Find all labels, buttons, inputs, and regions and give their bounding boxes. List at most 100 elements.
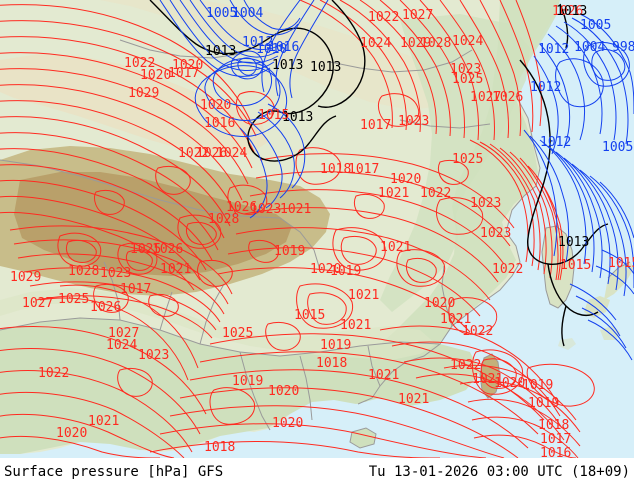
footer-product-label: Surface pressure [hPa] GFS	[4, 464, 224, 480]
isobar-label: 1020	[390, 172, 421, 187]
isobar-label: 1021	[440, 312, 471, 327]
isobar-label: 1023	[138, 348, 169, 363]
isobar-label: 1020	[172, 58, 203, 73]
isobar-label: 1022	[124, 56, 155, 71]
isobar-label: 1017	[540, 432, 571, 447]
isobar-label: 1025	[452, 152, 483, 167]
isobar-label: 1021	[368, 368, 399, 383]
isobar-label: 1029	[128, 86, 159, 101]
isobar-label: 1026	[552, 4, 583, 19]
isobar-label: 1028	[208, 212, 239, 227]
isobar-label: 1022	[450, 358, 481, 373]
isobar-label: 1022	[368, 10, 399, 25]
isobar-label: 1020	[268, 384, 299, 399]
isobar-label: 1019	[320, 338, 351, 353]
isobar-label: 1021	[380, 240, 411, 255]
isobar-label: 1004	[574, 40, 605, 55]
isobar-label: 1020	[140, 68, 171, 83]
isobar-label: 1023	[470, 196, 501, 211]
isobar-label: 1020	[200, 98, 231, 113]
isobar-label: 1015	[258, 108, 289, 123]
isobar-label: 1019	[528, 396, 559, 411]
isobar-label: 1026	[492, 90, 523, 105]
isobar-label: 1019	[522, 378, 553, 393]
isobar-label: 1013	[558, 235, 589, 250]
isobar-label: 1025	[452, 72, 483, 87]
isobar-label: 1015	[294, 308, 325, 323]
isobar-label: 1016	[268, 40, 299, 55]
isobar-label: 1005	[602, 140, 633, 155]
isobar-label: 1018	[204, 440, 235, 455]
isobar-label: 1017	[168, 66, 199, 81]
isobar-label: 1026	[196, 146, 227, 161]
isobar-label: 998	[612, 40, 634, 55]
isobar-label: 1027	[470, 90, 501, 105]
isobar-label: 1005	[206, 6, 237, 21]
isobar-label: 1025	[130, 242, 161, 257]
isobar-label: 1021	[398, 392, 429, 407]
isobar-label: 1022	[492, 262, 523, 277]
isobar-label: 1026	[152, 242, 183, 257]
isobar-label: 1013	[272, 58, 303, 73]
isobar-label: 1028	[68, 264, 99, 279]
isobar-label: 1012	[530, 80, 561, 95]
isobar-label: 1016	[204, 116, 235, 131]
isobars-low-layer	[159, 0, 634, 361]
isobar-label: 1015	[608, 256, 634, 271]
isobar-label: 1004	[232, 6, 263, 21]
isobar-label: 1024	[216, 146, 247, 161]
isobar-label: 1021	[340, 318, 371, 333]
isobar-label: 1021	[348, 288, 379, 303]
isobar-label: 1027	[402, 8, 433, 23]
isobar-label: 1023	[100, 266, 131, 281]
isobar-label: 1023	[450, 62, 481, 77]
isobar-label: 1017	[360, 118, 391, 133]
isobar-label: 1020	[494, 376, 525, 391]
isobar-label: 1013	[556, 4, 587, 19]
isobar-label: 1024	[452, 34, 483, 49]
isobar-label: 1021	[378, 186, 409, 201]
isobar-label: 1025	[222, 326, 253, 341]
isobar-label: 1028	[420, 36, 451, 51]
isobar-label: 1013	[205, 44, 236, 59]
isobar-label: 1020	[424, 296, 455, 311]
map-footer: Surface pressure [hPa] GFS Tu 13-01-2026…	[0, 458, 634, 490]
isobar-label: 1029	[400, 36, 431, 51]
isobar-label: 1016	[540, 446, 571, 458]
isobar-label: 1020	[272, 416, 303, 431]
isobar-label: 1023	[250, 202, 281, 217]
isobar-label: 1013	[282, 110, 313, 125]
isobar-label: 1012	[538, 42, 569, 57]
isobar-label: 1018	[316, 356, 347, 371]
isobar-label: 1027	[108, 326, 139, 341]
isobar-label: 1013	[310, 60, 341, 75]
isobar-label: 1017	[348, 162, 379, 177]
isobar-label: 1005	[580, 18, 611, 33]
isobar-label: 1021	[160, 262, 191, 277]
isobar-label: 1019	[330, 264, 361, 279]
isobar-label: 1021	[88, 414, 119, 429]
isobar-label: 1020	[310, 262, 341, 277]
pressure-map-canvas[interactable]: 1005 1004 1022 1027 1026 1013 1005 1004 998 1013 1…	[0, 0, 634, 458]
isobar-label: 1021	[280, 202, 311, 217]
isobar-label: 1018	[538, 418, 569, 433]
isobar-label: 1023	[398, 114, 429, 129]
isobar-label: 1019	[274, 244, 305, 259]
isobar-label: 1020	[56, 426, 87, 441]
isobar-label: 1026	[90, 300, 121, 315]
isobar-label: 1022	[38, 366, 69, 381]
isobar-label: 1025	[58, 292, 89, 307]
isobar-label: 1022	[420, 186, 451, 201]
isobar-label: 1019	[232, 374, 263, 389]
isobar-label: 1017	[120, 282, 151, 297]
isobar-label: 1021	[472, 372, 503, 387]
isobar-label: 1022	[462, 324, 493, 339]
isobar-label: 1022	[178, 146, 209, 161]
isobar-label: 1029	[10, 270, 41, 285]
isobar-label: 1024	[106, 338, 137, 353]
isobar-label: 1015	[560, 258, 591, 273]
